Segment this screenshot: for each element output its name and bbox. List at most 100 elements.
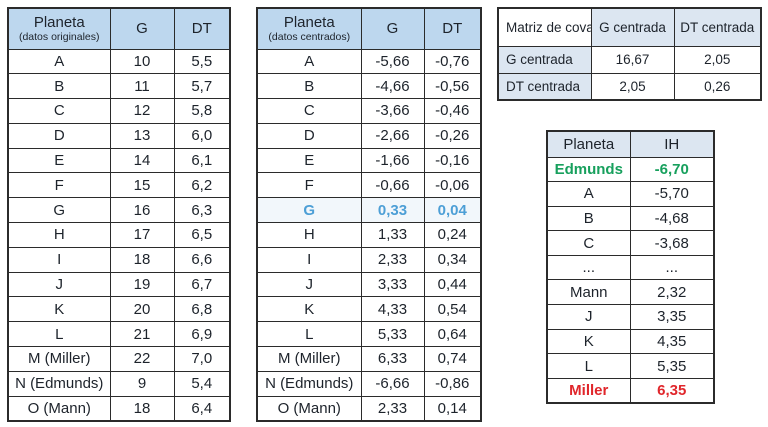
table-cell: -6,70 (629, 156, 715, 183)
header-matriz-covarianza: Matriz de covarianza (497, 7, 592, 47)
table-row: E 14 6,1 (7, 147, 231, 174)
table-cell: 0,26 (673, 72, 762, 101)
table-cell: B (546, 205, 631, 232)
table-row: Miller 6,35 (546, 377, 715, 404)
table-cell: 6,4 (173, 395, 231, 422)
table-row: Edmunds -6,70 (546, 156, 715, 183)
table-row: A -5,70 (546, 181, 715, 207)
table-body: A -5,66 -0,76 B -4,66 -0,56 C -3,66 -0,46 D -2,66-… (256, 48, 482, 422)
table-ih: Planeta IH Edmunds -6,70 A -5,70 B -4,68 C -3,6… (546, 130, 715, 404)
table-cell: 6,8 (173, 296, 231, 323)
table-row: A 10 5,5 (7, 48, 231, 75)
table-row: H 1,33 0,24 (256, 222, 482, 248)
table-cell: 6,9 (173, 321, 231, 348)
table-cell: A (7, 48, 111, 75)
table-cell: 5,8 (173, 98, 231, 124)
table-cell: -0,56 (423, 73, 482, 100)
table-row: J 3,35 (546, 304, 715, 330)
table-cell: H (256, 222, 362, 248)
table-cell: -6,66 (360, 370, 425, 397)
table-row: B -4,66 -0,56 (256, 73, 482, 100)
table-cell: 15 (109, 172, 175, 199)
table-row: I 18 6,6 (7, 246, 231, 273)
header-g-centrada: G centrada (590, 7, 675, 47)
table-cell: 2,33 (360, 246, 425, 273)
table-cell: F (7, 172, 111, 199)
header-g: G (109, 7, 175, 50)
table-cell: -0,86 (423, 370, 482, 397)
table-cell: -3,68 (629, 230, 715, 256)
table-cell: 6,35 (629, 377, 715, 404)
table-cell: 16 (109, 197, 175, 224)
header-dt-centrada: DT centrada (673, 7, 762, 47)
table-cell: 9 (109, 370, 175, 397)
table-cell: ... (546, 254, 631, 281)
table-row: F 15 6,2 (7, 172, 231, 199)
table-cell: -4,66 (360, 73, 425, 100)
table-cell: -1,66 (360, 147, 425, 174)
table-cell: -0,16 (423, 147, 482, 174)
table-cell: G centrada (497, 45, 592, 74)
table-row: J 3,33 0,44 (256, 271, 482, 298)
table-cell: J (7, 271, 111, 298)
table-cell: 2,32 (629, 279, 715, 306)
table-row: N (Edmunds) 9 5,4 (7, 370, 231, 397)
table-cell: 3,35 (629, 304, 715, 330)
table-cell: I (256, 246, 362, 273)
table-cell: M (Miller) (7, 346, 111, 372)
table-cell: Mann (546, 279, 631, 306)
table-cell: I (7, 246, 111, 273)
table-cell: K (546, 328, 631, 355)
table-cell: C (7, 98, 111, 124)
table-cell: 0,44 (423, 271, 482, 298)
header-dt: DT (423, 7, 482, 50)
header-dt: DT (173, 7, 231, 50)
table-cell: 18 (109, 246, 175, 273)
table-cell: -0,76 (423, 48, 482, 75)
table-cell: 13 (109, 122, 175, 149)
table-cell: -4,68 (629, 205, 715, 232)
table-cell: 0,04 (423, 197, 482, 224)
table-cell: 1,33 (360, 222, 425, 248)
table-cell: 10 (109, 48, 175, 75)
table-cell: 0,64 (423, 321, 482, 348)
table-cell: 14 (109, 147, 175, 174)
table-cell: -2,66 (360, 122, 425, 149)
table-cell: 6,33 (360, 346, 425, 372)
table-cell: 0,14 (423, 395, 482, 422)
table-row: L 21 6,9 (7, 321, 231, 348)
table-row: B 11 5,7 (7, 73, 231, 100)
table-row: G 16 6,3 (7, 197, 231, 224)
table-cell: 18 (109, 395, 175, 422)
table-row: K 4,33 0,54 (256, 296, 482, 323)
table-cell: K (256, 296, 362, 323)
header-ih: IH (629, 130, 715, 158)
table-cell: -5,70 (629, 181, 715, 207)
table-row: ...... (546, 254, 715, 281)
table-datos-centrados: Planeta (datos centrados) G DT A -5,66 -0,… (256, 7, 482, 422)
table-cell: 2,05 (590, 72, 675, 101)
header-subtitle: (datos centrados) (268, 31, 351, 44)
table-cell: C (546, 230, 631, 256)
table-row: Mann 2,32 (546, 279, 715, 306)
table-row: H 17 6,5 (7, 222, 231, 248)
table-cell: A (546, 181, 631, 207)
table-row: M (Miller) 22 7,0 (7, 346, 231, 372)
table-cell: -5,66 (360, 48, 425, 75)
table-row: A -5,66 -0,76 (256, 48, 482, 75)
table-cell: 2,33 (360, 395, 425, 422)
table-matriz-covarianza: Matriz de covarianza G centrada DT centr… (497, 7, 762, 101)
table-cell: E (7, 147, 111, 174)
table-row: N (Edmunds) -6,66 -0,86 (256, 370, 482, 397)
table-cell: O (Mann) (7, 395, 111, 422)
table-cell: 4,35 (629, 328, 715, 355)
table-body: G centrada 16,67 2,05 DT centrada 2,05 0,26 (497, 45, 762, 101)
table-row: F -0,66 -0,06 (256, 172, 482, 199)
table-cell: J (546, 304, 631, 330)
table-row: DT centrada 2,05 0,26 (497, 72, 762, 101)
table-cell: 7,0 (173, 346, 231, 372)
table-cell: 5,7 (173, 73, 231, 100)
table-row: O (Mann) 2,33 0,14 (256, 395, 482, 422)
table-row: I 2,33 0,34 (256, 246, 482, 273)
